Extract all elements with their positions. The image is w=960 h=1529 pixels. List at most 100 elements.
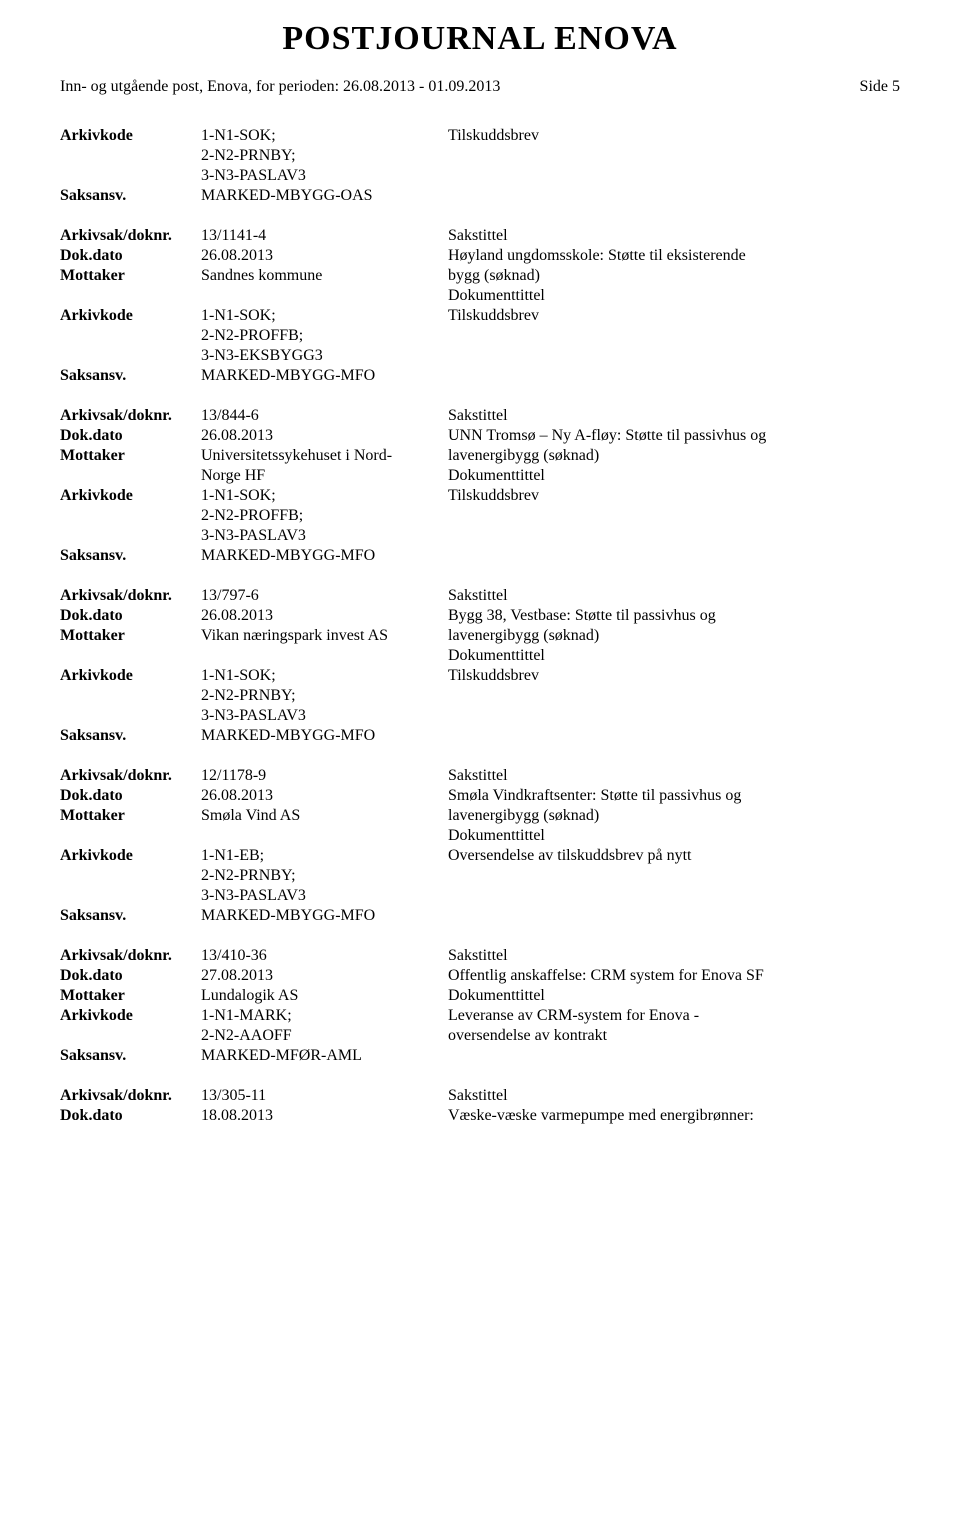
row-arkivkode: Arkivkode1-N1-MARK; 2-N2-AAOFFLeveranse … — [60, 1006, 900, 1046]
label-arkivkode: Arkivkode — [60, 486, 201, 506]
label-dokdato: Dok.dato — [60, 246, 201, 266]
dokdato-value: 27.08.2013 — [201, 966, 448, 986]
row-mottaker: MottakerSandnes kommunebygg (søknad) — [60, 266, 900, 286]
label-arkivkode: Arkivkode — [60, 846, 201, 866]
label-saksansv: Saksansv. — [60, 906, 201, 926]
label-arkivsak: Arkivsak/doknr. — [60, 586, 201, 606]
label-mottaker: Mottaker — [60, 266, 201, 286]
sakstittel-line1: Bygg 38, Vestbase: Støtte til passivhus … — [448, 606, 900, 626]
mottaker-value: Lundalogik AS — [201, 986, 448, 1006]
arkivkode-value: 1-N1-EB; 2-N2-PRNBY; 3-N3-PASLAV3 — [201, 846, 448, 906]
row-dokdato: Dok.dato26.08.2013Høyland ungdomsskole: … — [60, 246, 900, 266]
top-row: Inn- og utgående post, Enova, for period… — [60, 78, 900, 96]
label-saksansv: Saksansv. — [60, 1046, 201, 1066]
label-arkivsak: Arkivsak/doknr. — [60, 406, 201, 426]
tail-sakstittel-line: Væske-væske varmepumpe med energibrønner… — [448, 1106, 900, 1126]
arkivsak-value: 13/410-36 — [201, 946, 448, 966]
row-extra-right: Dokumenttittel — [60, 826, 900, 846]
label-saksansv: Saksansv. — [60, 546, 201, 566]
record: Arkivsak/doknr.13/410-36SakstittelDok.da… — [60, 946, 900, 1066]
arkivkode-value: 1-N1-SOK; 2-N2-PROFFB; 3-N3-EKSBYGG3 — [201, 306, 448, 366]
label-arkivkode: Arkivkode — [60, 306, 201, 326]
label-arkivkode: Arkivkode — [60, 666, 201, 686]
mottaker-value: Sandnes kommune — [201, 266, 448, 286]
mottaker-value: Vikan næringspark invest AS — [201, 626, 448, 646]
arkivsak-value: 12/1178-9 — [201, 766, 448, 786]
lead-block: Arkivkode 1-N1-SOK; 2-N2-PRNBY; 3-N3-PAS… — [60, 126, 900, 206]
label-arkivsak: Arkivsak/doknr. — [60, 1086, 201, 1106]
label-arkivkode: Arkivkode — [60, 1006, 201, 1026]
label-mottaker: Mottaker — [60, 986, 201, 1006]
right-value: Dokumenttittel — [448, 286, 900, 306]
arkivkode-value: 1-N1-SOK; 2-N2-PROFFB; 3-N3-PASLAV3 — [201, 486, 448, 546]
tail-arkivsak-value: 13/305-11 — [201, 1086, 448, 1106]
row-dokdato: Dok.dato26.08.2013UNN Tromsø – Ny A-fløy… — [60, 426, 900, 446]
sakstittel-line1: UNN Tromsø – Ny A-fløy: Støtte til passi… — [448, 426, 900, 446]
sakstittel-line1: Høyland ungdomsskole: Støtte til eksiste… — [448, 246, 900, 266]
row-arkivsak: Arkivsak/doknr.13/410-36Sakstittel — [60, 946, 900, 966]
row-arkivsak: Arkivsak/doknr.12/1178-9Sakstittel — [60, 766, 900, 786]
side-label: Side 5 — [860, 78, 900, 96]
doc-title-value: Leveranse av CRM-system for Enova - over… — [448, 1006, 900, 1046]
row-extra-right: Dokumenttittel — [60, 646, 900, 666]
tail-dokdato-value: 18.08.2013 — [201, 1106, 448, 1126]
dokdato-value: 26.08.2013 — [201, 246, 448, 266]
record: Arkivsak/doknr.13/844-6SakstittelDok.dat… — [60, 406, 900, 566]
saksansv-value: MARKED-MBYGG-MFO — [201, 726, 448, 746]
doc-title-value: Tilskuddsbrev — [448, 666, 900, 686]
right-value: lavenergibygg (søknad) — [448, 626, 900, 646]
saksansv-value: MARKED-MBYGG-MFO — [201, 366, 448, 386]
row-dokdato: Dok.dato26.08.2013Smøla Vindkraftsenter:… — [60, 786, 900, 806]
row-dokdato: Dok.dato27.08.2013Offentlig anskaffelse:… — [60, 966, 900, 986]
label-dokdato: Dok.dato — [60, 1106, 201, 1126]
arkivkode-value: 1-N1-MARK; 2-N2-AAOFF — [201, 1006, 448, 1046]
mottaker-value: Norge HF — [201, 466, 448, 486]
row-arkivkode: Arkivkode1-N1-EB; 2-N2-PRNBY; 3-N3-PASLA… — [60, 846, 900, 906]
page-title: POSTJOURNAL ENOVA — [60, 20, 900, 58]
right-value: Dokumenttittel — [448, 466, 900, 486]
row-saksansv: Saksansv.MARKED-MBYGG-MFO — [60, 366, 900, 386]
label-sakstittel: Sakstittel — [448, 226, 900, 246]
sakstittel-line1: Smøla Vindkraftsenter: Støtte til passiv… — [448, 786, 900, 806]
label-sakstittel: Sakstittel — [448, 406, 900, 426]
saksansv-value: MARKED-MBYGG-MFO — [201, 906, 448, 926]
label-dokdato: Dok.dato — [60, 426, 201, 446]
label-sakstittel: Sakstittel — [448, 766, 900, 786]
record: Arkivsak/doknr.13/797-6SakstittelDok.dat… — [60, 586, 900, 746]
row-arkivsak: Arkivsak/doknr.13/797-6Sakstittel — [60, 586, 900, 606]
doc-title-value: Oversendelse av tilskuddsbrev på nytt — [448, 846, 900, 866]
mottaker-value: Smøla Vind AS — [201, 806, 448, 826]
row-saksansv: Saksansv. MARKED-MBYGG-OAS — [60, 186, 900, 206]
record: Arkivsak/doknr.13/1141-4SakstittelDok.da… — [60, 226, 900, 386]
row-arkivsak: Arkivsak/doknr. 13/305-11 Sakstittel — [60, 1086, 900, 1106]
label-saksansv: Saksansv. — [60, 726, 201, 746]
label-arkivkode: Arkivkode — [60, 126, 201, 146]
saksansv-value: MARKED-MBYGG-MFO — [201, 546, 448, 566]
doc-title-value: Tilskuddsbrev — [448, 486, 900, 506]
label-mottaker: Mottaker — [60, 626, 201, 646]
arkivsak-value: 13/844-6 — [201, 406, 448, 426]
right-value: Dokumenttittel — [448, 646, 900, 666]
lead-arkivkode-value: 1-N1-SOK; 2-N2-PRNBY; 3-N3-PASLAV3 — [201, 126, 448, 186]
page: POSTJOURNAL ENOVA Inn- og utgående post,… — [0, 0, 960, 1529]
row-arkivsak: Arkivsak/doknr.13/844-6Sakstittel — [60, 406, 900, 426]
row-arkivkode: Arkivkode1-N1-SOK; 2-N2-PRNBY; 3-N3-PASL… — [60, 666, 900, 726]
label-arkivsak: Arkivsak/doknr. — [60, 946, 201, 966]
records-container: Arkivsak/doknr.13/1141-4SakstittelDok.da… — [60, 226, 900, 1066]
label-dokdato: Dok.dato — [60, 606, 201, 626]
row-mottaker: MottakerVikan næringspark invest ASlaven… — [60, 626, 900, 646]
row-saksansv: Saksansv.MARKED-MBYGG-MFO — [60, 726, 900, 746]
row-extra-right: Dokumenttittel — [60, 286, 900, 306]
row-arkivsak: Arkivsak/doknr.13/1141-4Sakstittel — [60, 226, 900, 246]
row-mottaker: MottakerLundalogik ASDokumenttittel — [60, 986, 900, 1006]
period-line: Inn- og utgående post, Enova, for period… — [60, 78, 500, 96]
label-mottaker: Mottaker — [60, 446, 201, 466]
record: Arkivsak/doknr.12/1178-9SakstittelDok.da… — [60, 766, 900, 926]
row-dokdato: Dok.dato26.08.2013Bygg 38, Vestbase: Stø… — [60, 606, 900, 626]
mottaker-value: Universitetssykehuset i Nord- — [201, 446, 448, 466]
right-value: lavenergibygg (søknad) — [448, 446, 900, 466]
right-value: Dokumenttittel — [448, 986, 900, 1006]
right-value: bygg (søknad) — [448, 266, 900, 286]
row-arkivkode: Arkivkode1-N1-SOK; 2-N2-PROFFB; 3-N3-EKS… — [60, 306, 900, 366]
row-mottaker: MottakerSmøla Vind ASlavenergibygg (søkn… — [60, 806, 900, 826]
